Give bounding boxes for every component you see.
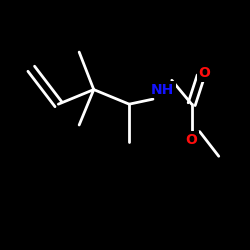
Text: NH: NH (151, 82, 174, 96)
Text: O: O (186, 132, 198, 146)
Text: O: O (198, 66, 210, 80)
